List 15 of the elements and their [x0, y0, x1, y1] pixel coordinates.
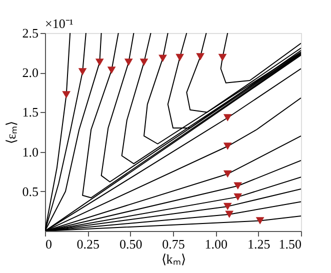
y-tick-label: 2.5	[22, 26, 38, 40]
x-tick-label: 1.50	[278, 236, 302, 252]
y-tick-label: 1.5	[22, 104, 38, 120]
x-tick-label: 1.00	[204, 236, 228, 252]
x-tick-label: 0.75	[162, 236, 185, 252]
x-tick-label: 0	[46, 236, 52, 252]
text: ×10⁻¹	[45, 16, 74, 31]
y-tick-label: 0.5	[22, 184, 38, 199]
x-tick-label: 0.50	[119, 236, 142, 252]
y-axis-title: ⟨εₘ⟩	[3, 120, 18, 144]
x-tick-label: 1.25	[247, 236, 270, 252]
y-tick-label: 2.0	[22, 65, 38, 80]
x-tick-label: 0.25	[76, 236, 100, 252]
x-axis-title: ⟨kₘ⟩	[161, 252, 186, 266]
y-tick-label: 1.0	[22, 144, 38, 160]
